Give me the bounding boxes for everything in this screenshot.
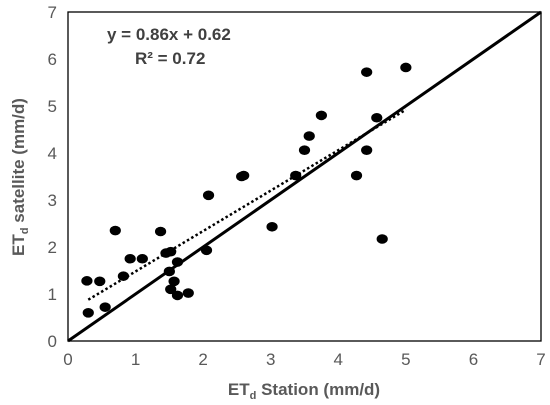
x-tick-label: 1 [131,350,140,369]
data-point [202,190,215,201]
data-point [315,110,327,121]
data-point [154,226,167,237]
data-point [298,145,311,155]
regression-equation: y = 0.86x + 0.62 [107,25,231,44]
data-point [109,225,121,236]
data-point [371,112,383,123]
one-to-one-line [67,10,542,343]
data-point [290,170,302,181]
data-point [303,131,315,141]
data-point [376,234,388,244]
x-tick-label: 3 [266,350,275,369]
r-squared: R² = 0.72 [135,49,205,68]
data-point [266,221,278,232]
y-axis-title: ETd satellite (mm/d) [9,98,31,256]
trend-line [87,108,407,301]
data-point [168,276,180,287]
data-point [238,170,250,181]
x-tick-label: 5 [401,350,410,369]
data-point [171,290,184,301]
y-tick-label: 4 [48,144,57,163]
plot-area-border [67,11,542,342]
y-tick-label: 5 [48,97,57,116]
data-point [82,308,94,318]
y-tick-label: 0 [48,332,57,351]
data-point [182,288,194,298]
y-tick-label: 7 [48,3,57,22]
data-point [165,284,177,295]
data-point [99,302,111,312]
y-tick-label: 6 [48,50,57,69]
data-point [350,170,363,181]
one-to-one-line-path [67,10,542,343]
y-tick-label: 2 [48,238,57,257]
data-point [165,246,177,257]
x-tick-label: 2 [198,350,207,369]
data-point [171,257,184,267]
x-tick-label: 6 [469,350,478,369]
data-points [81,62,412,318]
data-point [163,266,175,277]
data-point [94,276,106,287]
data-point [117,271,130,281]
y-tick-label: 1 [48,285,57,304]
data-point [81,276,93,286]
plot-frame [67,11,542,342]
data-point [200,245,213,256]
data-point [400,62,412,73]
x-tick-label: 4 [334,350,343,369]
data-point [124,253,136,264]
x-tick-label: 7 [536,350,545,369]
trend-line-path [87,108,407,301]
axis-ticks: 0 1 2 3 4 5 6 7 0 1 2 3 4 5 6 7 [48,3,546,369]
y-tick-label: 3 [48,191,57,210]
x-axis-title: ETd Station (mm/d) [228,380,380,402]
data-point [136,253,148,264]
data-point [361,145,373,155]
data-point [361,67,373,77]
x-tick-label: 0 [63,350,72,369]
